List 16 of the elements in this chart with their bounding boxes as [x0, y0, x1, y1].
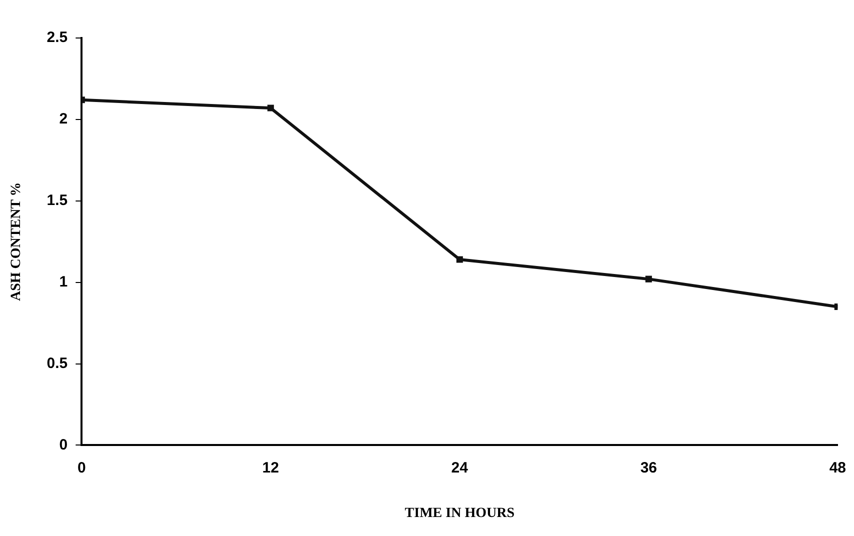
- y-tick-label: 2: [59, 110, 68, 128]
- point: [645, 276, 652, 282]
- x-tick-label: 24: [451, 459, 469, 476]
- y-tick-label: 1: [59, 273, 68, 290]
- y-tick-label: 0: [59, 436, 68, 454]
- x-tick-label: 0: [77, 459, 86, 476]
- y-tick-label: 0.5: [46, 354, 68, 372]
- y-tick-label: 1.5: [46, 192, 68, 210]
- x-tick-label: 12: [262, 459, 279, 476]
- point: [456, 256, 463, 263]
- point: [267, 104, 274, 112]
- x-axis-title: TIME IN HOURS: [404, 506, 515, 522]
- x-tick-label: 48: [829, 459, 846, 476]
- y-axis-title: ASH CONTENT %: [9, 182, 24, 301]
- y-tick-label: 2.5: [46, 29, 68, 46]
- x-tick-label: 36: [640, 459, 657, 476]
